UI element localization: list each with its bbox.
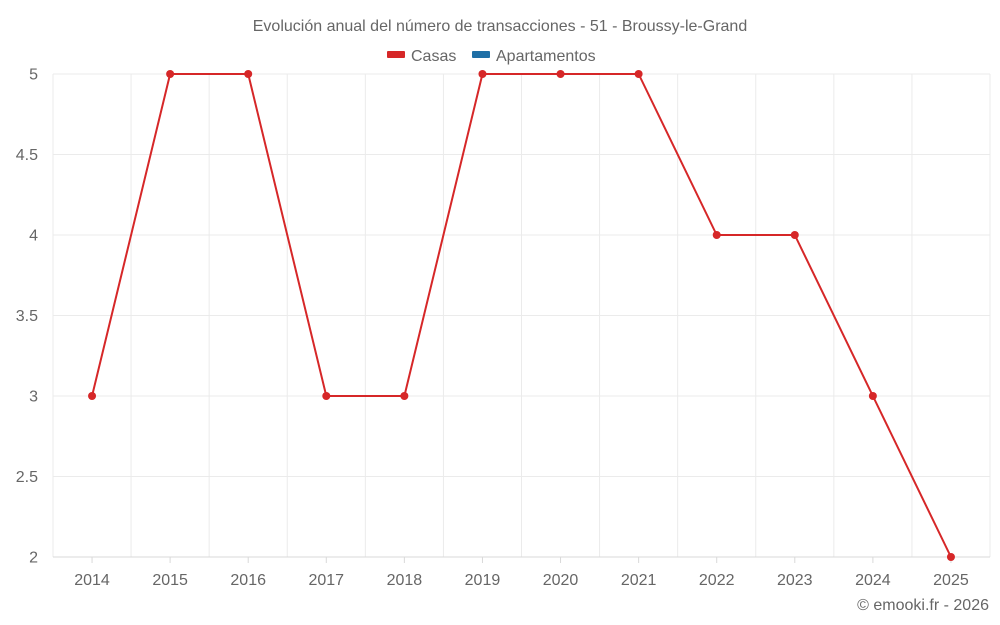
- x-tick-label: 2014: [74, 572, 110, 589]
- legend-label-casas: Casas: [411, 48, 456, 65]
- gridlines: [52, 73, 991, 558]
- data-point-casas-2020[interactable]: [556, 70, 565, 78]
- data-point-casas-2024[interactable]: [868, 392, 877, 400]
- x-tick-label: 2022: [699, 572, 735, 589]
- legend-label-apartamentos: Apartamentos: [496, 48, 596, 65]
- x-tick-label: 2017: [308, 572, 344, 589]
- x-tick-label: 2023: [777, 572, 813, 589]
- series-line-casas: [91, 73, 952, 558]
- credit-text: © emooki.fr - 2026: [857, 597, 989, 614]
- data-point-casas-2022[interactable]: [712, 231, 721, 239]
- y-tick-label: 2.5: [16, 469, 38, 486]
- y-tick-label: 3: [29, 389, 38, 406]
- y-tick-label: 2: [29, 550, 38, 567]
- x-tick-label: 2020: [543, 572, 579, 589]
- legend-swatch-casas: [387, 51, 405, 58]
- x-tick-label: 2015: [152, 572, 188, 589]
- data-point-casas-2016[interactable]: [244, 70, 253, 78]
- axes: 2 2.5 3 3.5 4 4.5 5 2014 2015 2016 2017 2018 2019 202…: [16, 67, 990, 589]
- x-tick-label: 2016: [230, 572, 266, 589]
- legend: Casas Apartamentos: [387, 48, 596, 65]
- x-tick-label: 2021: [621, 572, 657, 589]
- x-tick-label: 2025: [933, 572, 969, 589]
- data-point-casas-2025[interactable]: [946, 553, 955, 561]
- x-tick-label: 2024: [855, 572, 891, 589]
- y-tick-label: 4: [29, 228, 38, 245]
- x-tick-label: 2019: [465, 572, 501, 589]
- chart-title: Evolución anual del número de transaccio…: [253, 18, 747, 35]
- x-tick-label: 2018: [387, 572, 423, 589]
- legend-swatch-apartamentos: [472, 51, 490, 58]
- data-point-casas-2015[interactable]: [166, 70, 175, 78]
- data-point-casas-2021[interactable]: [634, 70, 643, 78]
- data-point-casas-2014[interactable]: [88, 392, 97, 400]
- data-point-casas-2023[interactable]: [790, 231, 799, 239]
- data-point-casas-2018[interactable]: [400, 392, 409, 400]
- legend-item-apartamentos[interactable]: Apartamentos: [472, 48, 596, 65]
- data-point-casas-2017[interactable]: [322, 392, 331, 400]
- data-point-casas-2019[interactable]: [478, 70, 487, 78]
- y-tick-label: 4.5: [16, 147, 38, 164]
- series-casas: [88, 70, 955, 561]
- y-tick-label: 5: [29, 67, 38, 84]
- legend-item-casas[interactable]: Casas: [387, 48, 456, 65]
- y-tick-label: 3.5: [16, 308, 38, 325]
